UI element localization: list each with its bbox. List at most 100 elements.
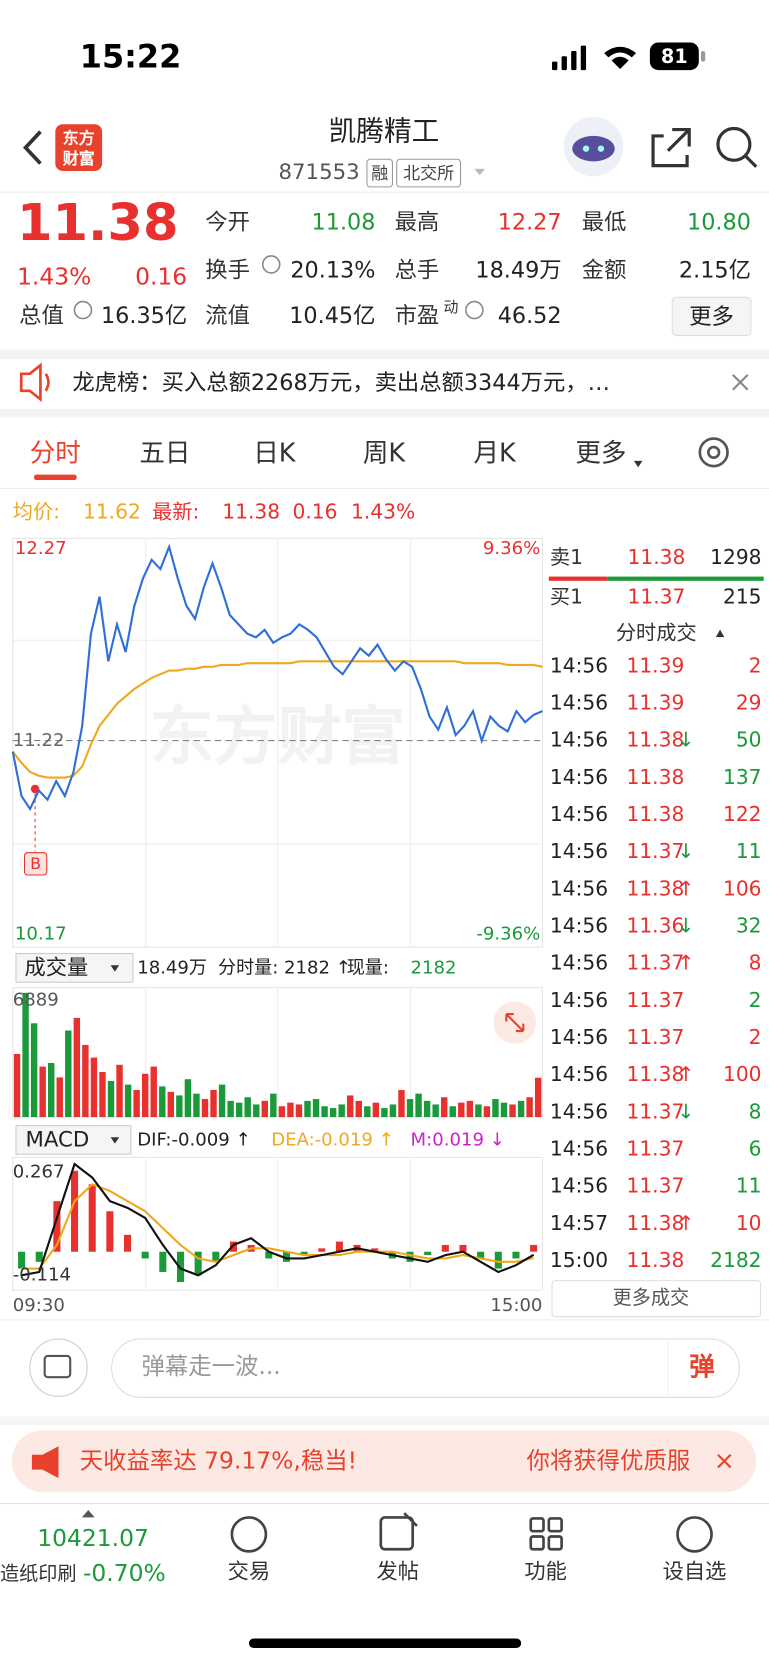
- trade-price: 11.37: [626, 1099, 684, 1123]
- trade-arrow: ↑: [678, 1062, 695, 1086]
- trade-volume: 11: [736, 1174, 762, 1198]
- legend-label: 最新:: [152, 499, 199, 523]
- tab[interactable]: 分时: [30, 438, 81, 468]
- tab[interactable]: 日K: [253, 438, 297, 468]
- volume-bar: [244, 1097, 251, 1118]
- volume-bar: [321, 1106, 328, 1118]
- tab[interactable]: 月K: [473, 438, 517, 468]
- time-label: 09:30: [13, 1295, 65, 1316]
- trade-time: 15:00: [550, 1248, 608, 1272]
- sort-arrow: [715, 629, 725, 638]
- danmaku-input[interactable]: [111, 1338, 740, 1398]
- volume-bar: [193, 1093, 200, 1118]
- trade-arrow: ↓: [678, 728, 695, 752]
- volume-minute: 分时量: 2182 ↑: [218, 957, 351, 978]
- macd-bar: [229, 1241, 237, 1252]
- trade-volume: 32: [736, 914, 762, 938]
- volume-bar: [22, 992, 29, 1118]
- volume-bar: [65, 1030, 72, 1118]
- clock: 15:22: [80, 37, 182, 75]
- volume-bar: [90, 1057, 98, 1118]
- volume-bar: [107, 1081, 115, 1118]
- book-label: 买1: [550, 584, 583, 608]
- avatar[interactable]: [563, 116, 624, 177]
- nav-item[interactable]: 设自选: [663, 1560, 727, 1585]
- notice-text[interactable]: 龙虎榜：买入总额2268万元，卖出总额3344万元，…: [72, 370, 610, 396]
- search-button[interactable]: [716, 126, 758, 168]
- trade-price: 11.39: [626, 653, 684, 677]
- trade-volume: 137: [723, 765, 762, 789]
- settings-button[interactable]: [698, 437, 729, 468]
- nav-item[interactable]: 交易: [228, 1560, 271, 1585]
- band: [0, 1416, 769, 1426]
- tab[interactable]: 更多: [575, 438, 626, 468]
- axis-label: 12.27: [15, 538, 67, 559]
- tab[interactable]: 周K: [363, 438, 407, 468]
- more-button[interactable]: [671, 296, 752, 337]
- trade-time: 14:56: [550, 1099, 608, 1123]
- stock-code: 871553: [278, 160, 359, 185]
- expand-button[interactable]: [493, 1001, 537, 1044]
- dropdown-arrow: [110, 965, 120, 972]
- volume-bar: [201, 1099, 209, 1118]
- share-button[interactable]: [651, 127, 691, 168]
- trade-arrow: ↓: [678, 839, 695, 863]
- close-ad[interactable]: [717, 1454, 732, 1469]
- home-indicator: [248, 1638, 522, 1649]
- close-notice[interactable]: [732, 374, 749, 391]
- ad-text: 你将获得优质服: [526, 1447, 690, 1475]
- trade-time: 14:56: [550, 951, 608, 975]
- volume-bar: [398, 1090, 405, 1118]
- volume-bar: [82, 1044, 89, 1118]
- band: [0, 349, 769, 359]
- tab[interactable]: 五日: [139, 438, 190, 468]
- macd-bar: [300, 1251, 308, 1256]
- macd-bar: [406, 1251, 414, 1262]
- volume-bar: [30, 1023, 38, 1118]
- logo-text: 财富: [63, 149, 95, 168]
- trade-time: 14:56: [550, 876, 608, 900]
- danmaku-button[interactable]: 弹: [689, 1353, 715, 1383]
- volume-bar: [287, 1102, 294, 1118]
- nav-item[interactable]: 发帖: [377, 1560, 420, 1585]
- trade-arrow: ↑: [678, 876, 695, 900]
- trade-price: 11.39: [626, 691, 684, 715]
- tag: 北交所: [403, 164, 454, 184]
- macd-bar: [212, 1251, 220, 1262]
- tag: [396, 158, 462, 188]
- macd-legend: DIF:-0.009 ↑: [137, 1129, 250, 1150]
- field-label: 总值: [19, 303, 64, 329]
- trade-price: 11.38: [626, 765, 684, 789]
- nav-item[interactable]: 功能: [524, 1560, 567, 1585]
- trade-volume: 8: [749, 951, 762, 975]
- more-trades-label[interactable]: 更多成交: [613, 1286, 690, 1309]
- selector-label[interactable]: MACD: [26, 1127, 90, 1152]
- ad-banner[interactable]: [11, 1430, 757, 1492]
- more-button-label[interactable]: 更多: [689, 304, 734, 330]
- watermark: 东方财富: [150, 701, 405, 775]
- back-button[interactable]: [22, 130, 42, 165]
- volume-bar: [347, 1095, 354, 1118]
- indicator-selector[interactable]: [15, 1125, 132, 1155]
- trade-price: 11.38: [626, 1211, 684, 1235]
- trade-time: 14:56: [550, 691, 608, 715]
- volume-bar: [116, 1064, 123, 1118]
- book-volume: 215: [723, 584, 762, 608]
- volume-bar: [466, 1100, 474, 1118]
- volume-bar: [270, 1093, 277, 1118]
- legend-value: 0.16: [292, 499, 337, 523]
- selector-label[interactable]: 成交量: [24, 955, 88, 980]
- trade-time: 14:56: [550, 802, 608, 826]
- macd-bar: [318, 1248, 326, 1252]
- volume-bar: [73, 1017, 81, 1118]
- danmaku-toggle[interactable]: [29, 1338, 88, 1397]
- more-trades-button[interactable]: [551, 1280, 762, 1318]
- volume-bar: [167, 1091, 175, 1118]
- trades-title: 分时成交: [616, 620, 697, 644]
- trade-volume: 10: [736, 1211, 762, 1235]
- axis-label: 9.36%: [483, 538, 540, 559]
- field-label: 最低: [582, 210, 627, 236]
- dif-line: [21, 1162, 535, 1277]
